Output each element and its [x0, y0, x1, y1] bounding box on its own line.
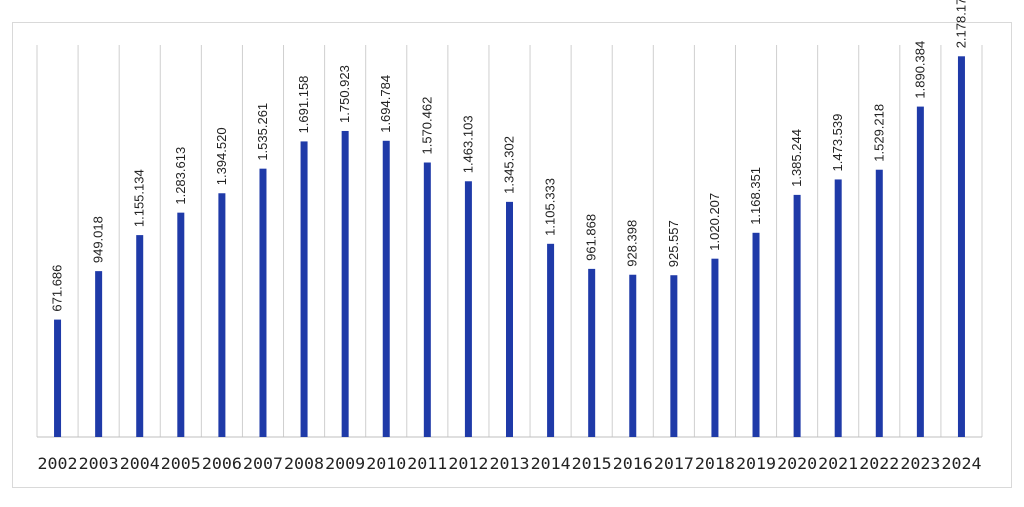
bar-2012	[464, 181, 472, 437]
data-label-2006: 1.394.520	[214, 127, 229, 185]
bar-2016	[629, 274, 637, 437]
bar-2011	[423, 162, 431, 437]
x-tick-label: 2016	[613, 454, 653, 473]
x-tick-label: 2014	[531, 454, 571, 473]
bar-2014	[547, 243, 555, 437]
bar-2015	[588, 268, 596, 437]
data-label-2023: 1.890.384	[912, 41, 927, 99]
x-tick-label: 2023	[900, 454, 940, 473]
data-label-2018: 1.020.207	[707, 193, 722, 251]
bar-2018	[711, 258, 719, 437]
x-tick-label: 2002	[38, 454, 78, 473]
data-label-2015: 961.868	[584, 214, 599, 261]
x-tick-label: 2018	[695, 454, 735, 473]
bar-2021	[834, 179, 842, 438]
data-label-2020: 1.385.244	[789, 129, 804, 187]
bar-2010	[382, 140, 390, 437]
bar-2022	[875, 169, 883, 437]
data-label-2007: 1.535.261	[255, 103, 270, 161]
x-tick-label: 2009	[325, 454, 365, 473]
x-tick-label: 2021	[818, 454, 858, 473]
data-label-2009: 1.750.923	[337, 65, 352, 123]
bar-2002	[54, 319, 62, 437]
bar-2003	[95, 271, 103, 437]
data-label-2005: 1.283.613	[173, 147, 188, 205]
data-label-2011: 1.570.462	[419, 97, 434, 155]
bar-2004	[136, 235, 144, 437]
bar-2007	[259, 168, 267, 437]
x-tick-label: 2022	[859, 454, 899, 473]
bar-2008	[300, 141, 308, 438]
x-tick-label: 2008	[284, 454, 324, 473]
data-label-2010: 1.694.784	[378, 75, 393, 133]
x-tick-label: 2024	[941, 454, 981, 473]
x-tick-label: 2012	[448, 454, 488, 473]
x-tick-label: 2017	[654, 454, 694, 473]
data-label-2024: 2.178.176	[953, 0, 968, 48]
data-label-2008: 1.691.158	[296, 76, 311, 134]
data-label-2021: 1.473.539	[830, 114, 845, 172]
x-tick-label: 2006	[202, 454, 242, 473]
data-label-2012: 1.463.103	[460, 115, 475, 173]
data-label-2022: 1.529.218	[871, 104, 886, 162]
data-label-2017: 925.557	[666, 220, 681, 267]
x-tick-label: 2011	[407, 454, 447, 473]
bar-2017	[670, 275, 678, 437]
x-tick-label: 2003	[79, 454, 119, 473]
bar-2019	[752, 232, 760, 437]
bar-2005	[177, 212, 185, 437]
bar-2013	[506, 201, 513, 437]
bar-2020	[793, 194, 801, 437]
x-tick-label: 2004	[120, 454, 160, 473]
x-tick-label: 2010	[366, 454, 406, 473]
x-tick-label: 2007	[243, 454, 283, 473]
bar-2023	[916, 106, 924, 437]
data-label-2019: 1.168.351	[748, 167, 763, 225]
x-tick-label: 2005	[161, 454, 201, 473]
x-tick-label: 2019	[736, 454, 776, 473]
bar-2009	[341, 130, 349, 437]
x-tick-label: 2020	[777, 454, 817, 473]
x-tick-label: 2013	[490, 454, 530, 473]
bar-2006	[218, 193, 226, 437]
data-label-2003: 949.018	[91, 216, 106, 263]
x-tick-label: 2015	[572, 454, 612, 473]
data-label-2016: 928.398	[625, 220, 640, 267]
bar-2024	[957, 56, 965, 437]
data-label-2004: 1.155.134	[132, 169, 147, 227]
data-label-2013: 1.345.302	[502, 136, 517, 194]
data-label-2002: 671.686	[50, 265, 65, 312]
data-label-2014: 1.105.333	[543, 178, 558, 236]
